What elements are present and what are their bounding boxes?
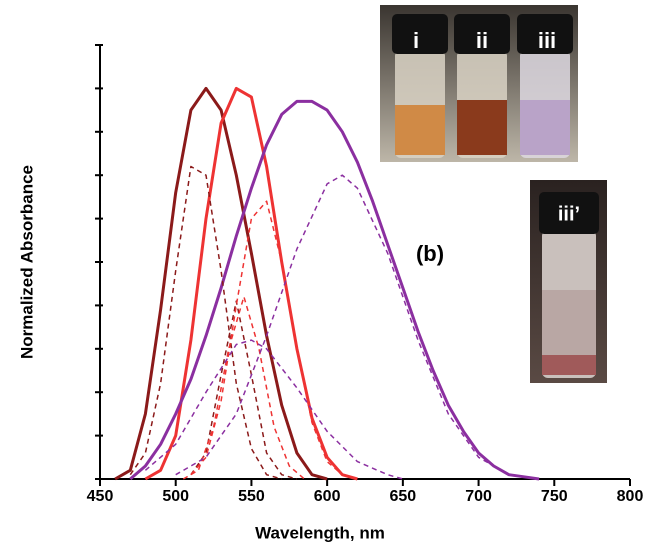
line [145, 88, 357, 479]
x-tick-label: 600 [314, 488, 341, 505]
dashed-line [145, 340, 403, 479]
annotation: (b) [416, 241, 444, 266]
y-axis-label: Normalized Absorbance [17, 165, 36, 359]
x-tick-label: 700 [465, 488, 492, 505]
dashed-line [183, 297, 304, 479]
chart: Wavelength, nm Normalized Absorbance i i… [0, 0, 655, 546]
photo-label: iii’ [558, 203, 580, 225]
x-axis-label: Wavelength, nm [255, 523, 385, 542]
x-tick-label: 650 [390, 488, 417, 505]
x-tick-label: 500 [162, 488, 189, 505]
x-tick-label: 800 [617, 488, 644, 505]
x-tick-label: 550 [238, 488, 265, 505]
photo-label: i [413, 28, 419, 53]
photo-label: ii [476, 28, 488, 53]
x-tick-label: 750 [541, 488, 568, 505]
photo-label: iii [538, 28, 556, 53]
x-tick-label: 450 [87, 488, 114, 505]
